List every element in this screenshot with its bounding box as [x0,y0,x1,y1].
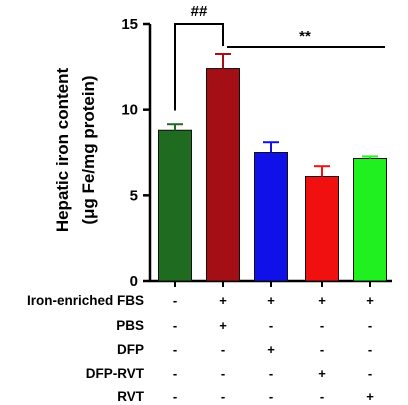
error-bars [167,52,378,177]
treatment-mark: - [173,293,177,308]
treatment-mark: - [368,366,372,381]
y-tick-label: 0 [130,273,138,290]
bar [254,152,288,282]
treatment-mark: + [318,293,326,308]
bar [206,68,240,282]
treatment-mark: - [320,389,324,404]
treatment-table: Iron-enriched FBS - + + + + PBS - + - - - DFP - - + - - DF… [27,293,374,404]
bar [305,175,339,282]
treatment-mark: + [267,293,275,308]
treatment-mark: - [221,366,225,381]
significance-label: ## [191,3,208,20]
y-axis-title-line-1: Hepatic iron content [53,67,72,232]
y-axis-title-line-2: (μg Fe/mg protein) [79,75,98,224]
treatment-row-label: PBS [116,318,144,333]
y-tick-label: 15 [121,16,138,33]
significance-annotations: ## ** [174,3,385,111]
treatment-mark: - [269,366,273,381]
treatment-mark: - [221,342,225,357]
bar [158,129,192,282]
treatment-row-label: Iron-enriched FBS [27,293,144,308]
treatment-mark: + [219,293,227,308]
treatment-mark: - [368,342,372,357]
y-axis-title: Hepatic iron content (μg Fe/mg protein) [53,67,98,232]
treatment-mark: - [269,318,273,333]
significance-bracket [174,23,224,111]
bars [158,68,387,282]
treatment-mark: + [366,293,374,308]
treatment-mark: + [366,389,374,404]
treatment-mark: - [320,342,324,357]
bar [353,157,387,282]
treatment-mark: - [320,318,324,333]
treatment-mark: + [219,318,227,333]
treatment-mark: - [173,318,177,333]
treatment-mark: - [173,342,177,357]
treatment-mark: - [368,318,372,333]
treatment-mark: + [318,366,326,381]
treatment-mark: - [173,366,177,381]
y-tick-label: 5 [130,187,138,204]
treatment-row-label: RVT [117,389,145,404]
y-tick-label: 10 [121,102,138,119]
significance-label: ** [299,28,311,45]
treatment-mark: - [269,389,273,404]
treatment-row-label: DFP-RVT [86,366,145,381]
treatment-mark: + [267,342,275,357]
treatment-mark: - [221,389,225,404]
treatment-mark: - [173,389,177,404]
treatment-row-label: DFP [117,342,144,357]
